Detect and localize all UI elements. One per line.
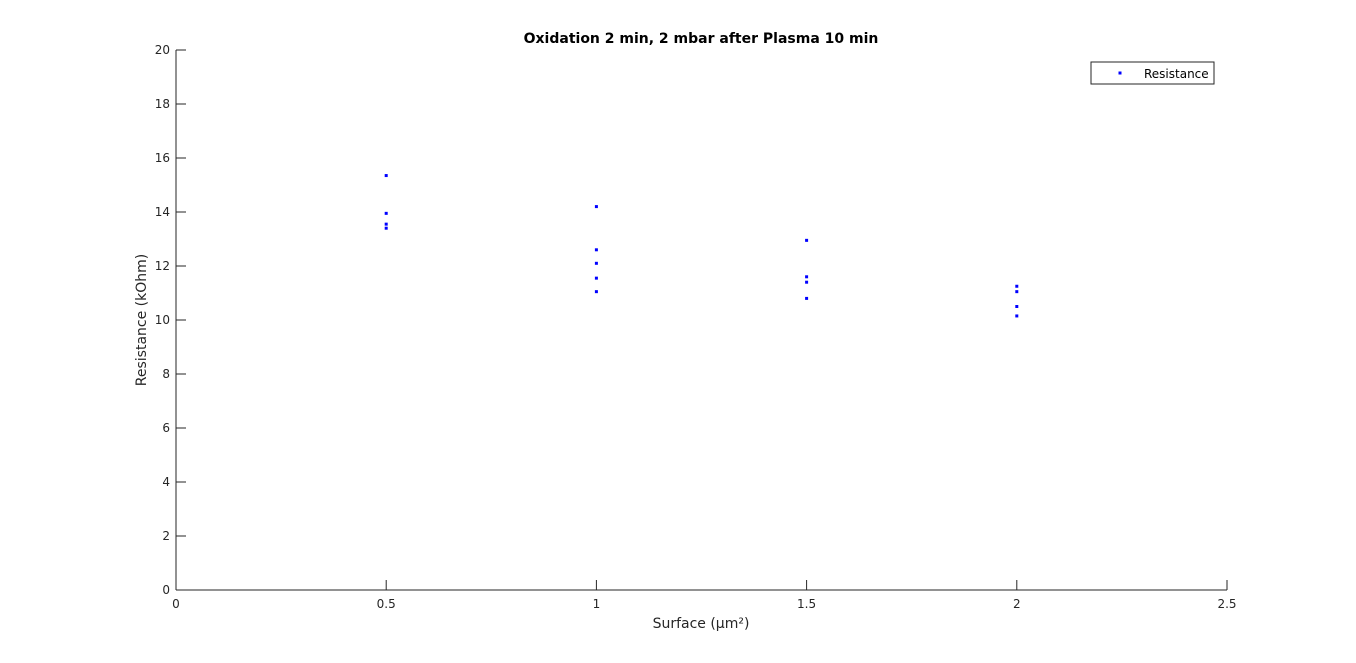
data-point [594, 261, 598, 265]
data-point [1015, 305, 1019, 308]
y-tick-label: 12 [155, 259, 170, 273]
chart-title: Oxidation 2 min, 2 mbar after Plasma 10 … [524, 31, 879, 47]
data-point [594, 205, 598, 209]
data-point [384, 211, 388, 215]
data-point [1015, 290, 1019, 294]
data-points [384, 174, 1019, 318]
x-tick-label: 1 [593, 597, 601, 611]
y-tick-label: 8 [162, 367, 170, 381]
x-tick-label: 2.5 [1217, 597, 1236, 611]
legend-marker [1118, 71, 1122, 75]
y-tick-label: 6 [162, 421, 170, 435]
data-point [384, 174, 388, 178]
y-tick-label: 16 [155, 151, 170, 165]
data-point [1015, 284, 1019, 288]
y-tick-label: 2 [162, 529, 170, 543]
y-axis-label: Resistance (kOhm) [134, 254, 150, 386]
axis-ticks: 0 0.5 1 1.5 2 2.5 0 2 4 6 8 10 12 14 16 18 20 [155, 43, 1237, 611]
legend-box [1090, 61, 1215, 85]
y-tick-label: 14 [155, 205, 170, 219]
x-tick-label: 2 [1013, 597, 1021, 611]
y-tick-label: 0 [162, 583, 170, 597]
y-tick-label: 20 [155, 43, 170, 57]
x-tick-label: 0 [172, 597, 180, 611]
data-point [594, 248, 598, 252]
data-point [594, 290, 598, 294]
data-point [805, 296, 809, 300]
data-point [805, 238, 809, 242]
x-tick-label: 0.5 [377, 597, 396, 611]
data-point [1015, 314, 1019, 318]
data-point [384, 226, 388, 230]
data-point [805, 280, 809, 284]
legend: Resistance [1090, 61, 1215, 85]
y-tick-label: 4 [162, 475, 170, 489]
y-tick-label: 18 [155, 97, 170, 111]
data-point [805, 275, 809, 279]
data-point [384, 222, 388, 226]
x-tick-label: 1.5 [797, 597, 816, 611]
data-point [594, 276, 598, 280]
legend-label-resistance: Resistance [1144, 67, 1209, 81]
x-axis-label: Surface (µm²) [653, 616, 750, 632]
y-tick-label: 10 [155, 313, 170, 327]
